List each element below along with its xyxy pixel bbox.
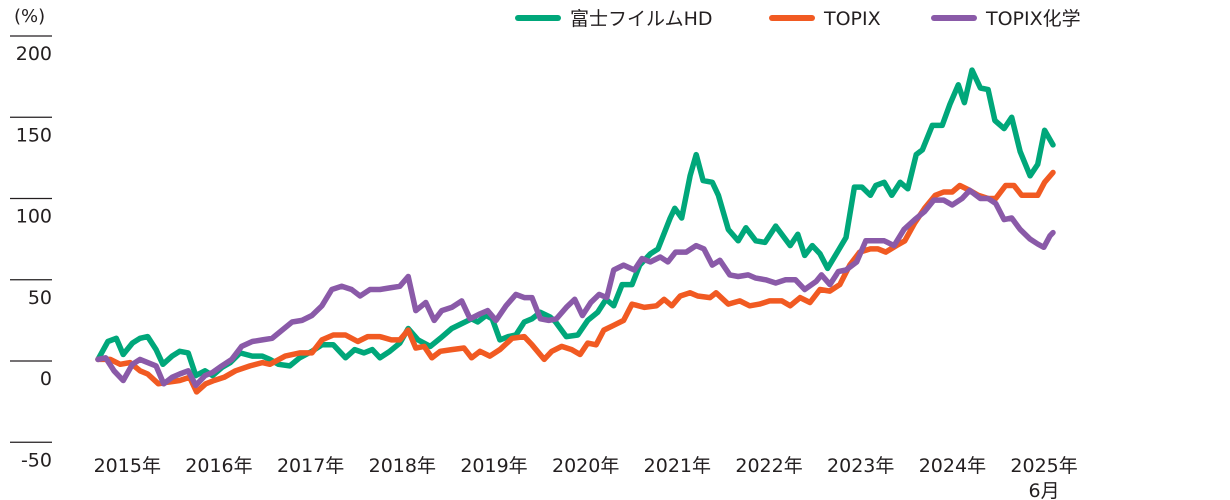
legend-label-2: TOPIX化学 [985,8,1081,30]
x-tick-label: 2015年 [94,455,161,477]
x-tick-label: 2019年 [460,455,527,477]
x-tick-label: 2021年 [644,455,711,477]
y-tick-label: 150 [16,124,52,146]
x-tick-label: 2016年 [185,455,252,477]
series-line-0 [95,67,1056,379]
x-tick-label: 2025年 [1010,455,1077,477]
x-tick-label: 2018年 [369,455,436,477]
series-lines [95,67,1056,395]
y-tick-label: 0 [40,368,52,390]
legend-label-1: TOPIX [823,8,881,30]
x-tick-label: 2022年 [735,455,802,477]
series-line-1 [95,169,1056,395]
x-tick-label: 2023年 [827,455,894,477]
y-axis: 200 150 100 50 0 -50 [10,35,52,471]
y-tick-label: 200 [16,43,52,65]
legend: 富士フイルムHD TOPIX TOPIX化学 [515,8,1081,30]
x-tick-sublabel: 6月 [1029,480,1060,500]
series-line-2 [95,187,1056,389]
y-tick-label: 50 [28,287,52,309]
y-unit-label: (%) [14,6,45,27]
x-tick-label: 2024年 [919,455,986,477]
x-tick-label: 2017年 [277,455,344,477]
y-tick-label: -50 [21,449,52,471]
x-tick-label: 2020年 [552,455,619,477]
x-axis: 2015年 2016年 2017年 2018年 2019年 2020年 2021年 2022年… [94,455,1078,500]
y-tick-label: 100 [16,206,52,228]
legend-label-0: 富士フイルムHD [570,8,713,30]
